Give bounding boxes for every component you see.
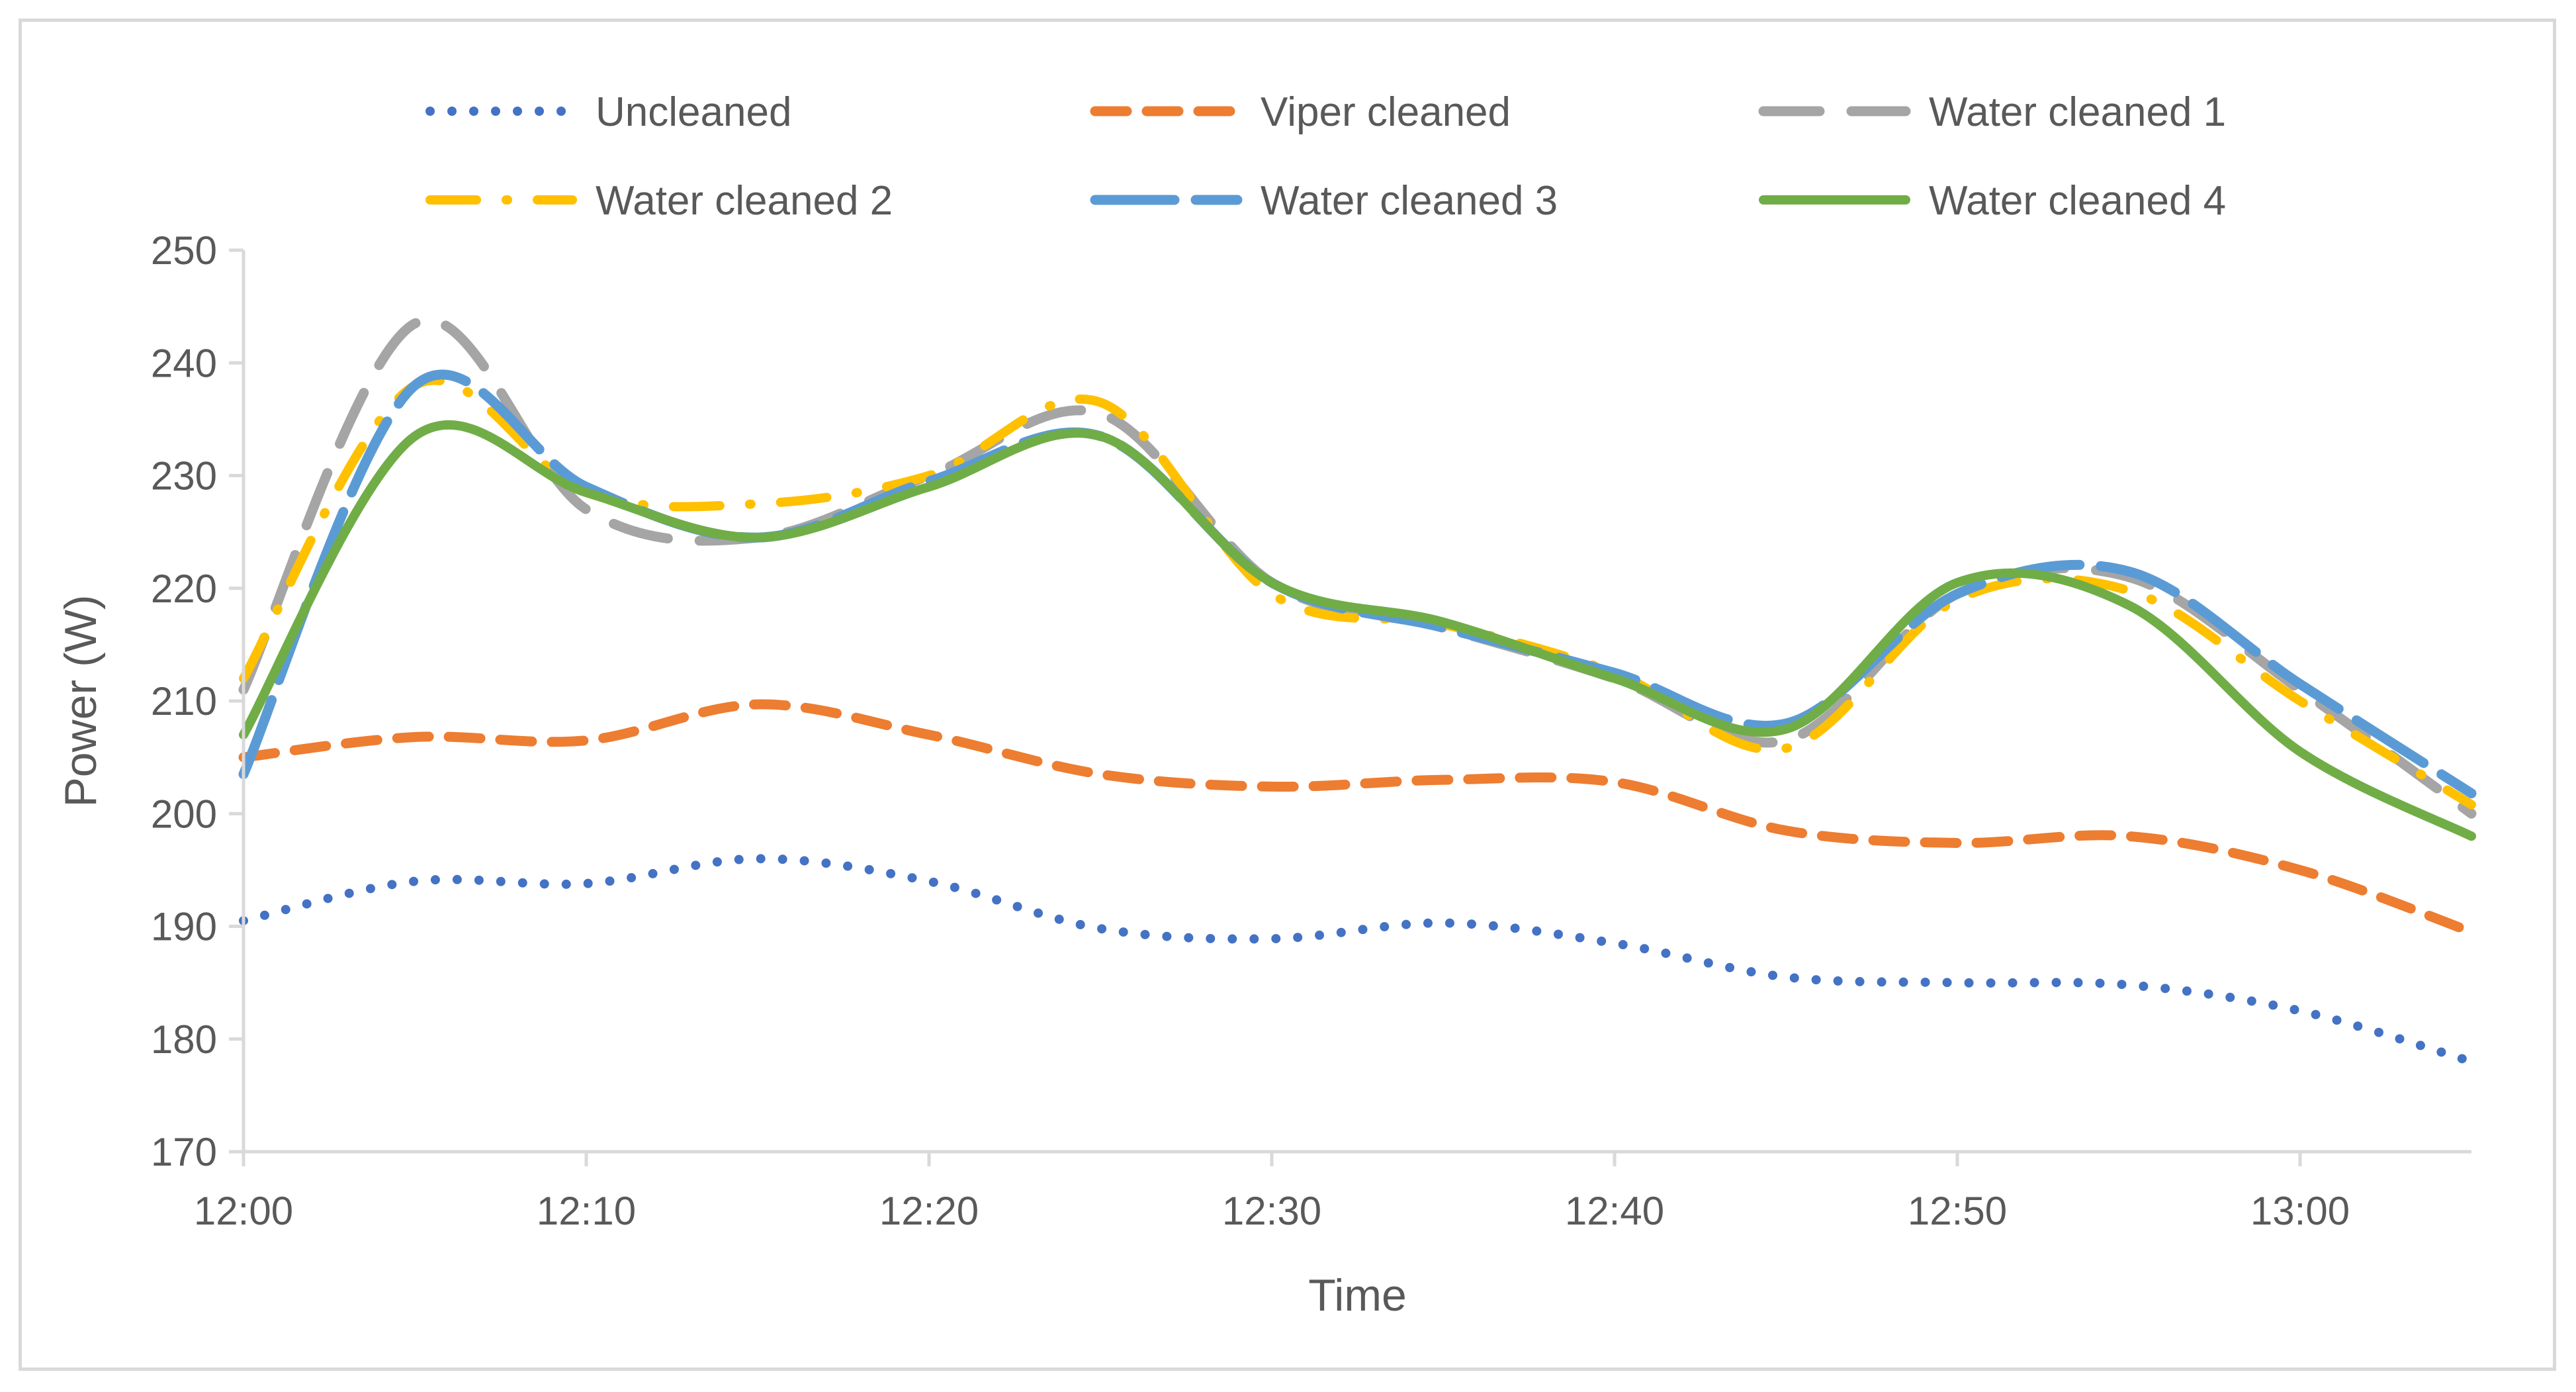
y-tick-label: 170 [151,1130,217,1174]
x-tick-label: 12:20 [879,1189,979,1233]
x-tick-label: 13:00 [2250,1189,2350,1233]
chart-frame [19,19,2556,1371]
legend-item: Water cleaned 1 [1758,89,2226,135]
y-tick-label: 200 [151,792,217,836]
y-tick-label: 210 [151,679,217,723]
series-line-uncleaned [239,854,2476,1066]
legend-label: Uncleaned [596,89,791,135]
legend-label: Water cleaned 1 [1929,89,2226,135]
x-axis-title: Time [1308,1270,1407,1321]
y-tick-label: 230 [151,454,217,498]
y-tick-label: 220 [151,567,217,611]
y-tick-label: 240 [151,341,217,385]
legend-item: Uncleaned [425,89,791,135]
y-axis-title: Power (W) [56,594,106,807]
axes [242,250,2471,1154]
x-tick-label: 12:00 [194,1189,293,1233]
legend-item: Water cleaned 3 [1090,178,1558,224]
legend-item: Water cleaned 4 [1759,178,2226,224]
y-tick-label: 190 [151,905,217,949]
x-ticks: 12:00 12:10 12:20 12:30 12:40 12:50 13:00 [194,1152,2350,1233]
legend-label: Water cleaned 4 [1929,178,2226,224]
legend-item: Water cleaned 2 [425,178,893,224]
legend-label: Viper cleaned [1261,89,1511,135]
plot-area [238,315,2477,1066]
y-tick-label: 250 [151,228,217,273]
x-tick-label: 12:40 [1565,1189,1664,1233]
x-tick-label: 12:50 [1908,1189,2007,1233]
series-line-water-cleaned-4 [239,420,2476,841]
y-ticks: 170 180 190 200 210 220 230 240 250 [151,228,244,1174]
legend: Uncleaned Viper cleaned Water cleaned 1 Wat… [425,89,2226,224]
legend-label: Water cleaned 3 [1261,178,1558,224]
x-tick-label: 12:30 [1222,1189,1321,1233]
x-tick-label: 12:10 [537,1189,636,1233]
legend-item: Viper cleaned [1090,89,1511,135]
y-tick-label: 180 [151,1017,217,1062]
series-line-viper-cleaned [238,699,2477,937]
legend-label: Water cleaned 2 [596,178,893,224]
